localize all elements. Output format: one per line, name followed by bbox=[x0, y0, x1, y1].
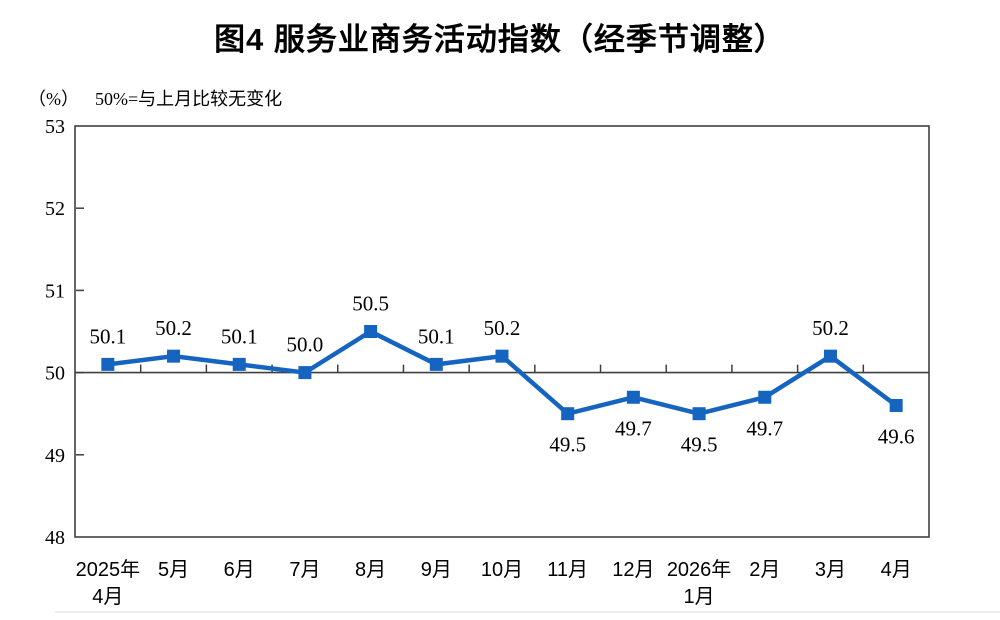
data-point-label: 50.2 bbox=[155, 316, 192, 340]
x-category-label: 9月 bbox=[421, 559, 452, 581]
chart-title: 图4 服务业商务活动指数（经季节调整） bbox=[214, 22, 786, 57]
data-point-label: 50.5 bbox=[352, 292, 389, 316]
x-category-label: 2025年 bbox=[76, 558, 141, 581]
data-marker bbox=[692, 407, 706, 421]
x-category-label: 12月 bbox=[612, 559, 654, 581]
data-point-label: 49.7 bbox=[615, 416, 652, 440]
data-marker bbox=[232, 357, 246, 371]
x-category-label: 2026年 bbox=[667, 558, 732, 581]
data-marker bbox=[167, 349, 181, 363]
y-tick-label: 53 bbox=[45, 116, 65, 138]
reference-note: 50%=与上月比较无变化 bbox=[95, 89, 283, 109]
data-point-label: 49.7 bbox=[746, 416, 783, 440]
data-marker bbox=[889, 398, 903, 412]
y-tick-label: 52 bbox=[45, 198, 65, 220]
x-category-label: 1月 bbox=[684, 586, 715, 608]
x-category-label: 7月 bbox=[289, 559, 320, 581]
x-category-label: 4月 bbox=[881, 559, 912, 581]
x-category-label: 6月 bbox=[224, 559, 255, 581]
unit-label: （%） bbox=[28, 89, 79, 109]
data-point-label: 50.0 bbox=[287, 333, 324, 357]
data-point-label: 49.5 bbox=[549, 433, 586, 457]
x-category-label: 4月 bbox=[92, 586, 123, 608]
y-tick-label: 48 bbox=[45, 527, 65, 549]
data-marker bbox=[495, 349, 509, 363]
data-marker bbox=[298, 366, 312, 380]
data-point-label: 49.6 bbox=[878, 424, 915, 448]
data-marker bbox=[561, 407, 575, 421]
y-tick-label: 49 bbox=[45, 445, 65, 467]
data-marker bbox=[101, 357, 115, 371]
axis-unit-row: （%） 50%=与上月比较无变化 bbox=[28, 85, 282, 111]
y-tick-label: 50 bbox=[45, 363, 65, 385]
data-marker bbox=[823, 349, 837, 363]
x-category-label: 10月 bbox=[481, 559, 523, 581]
x-category-label: 5月 bbox=[158, 559, 189, 581]
x-category-label: 2月 bbox=[749, 559, 780, 581]
data-point-label: 50.1 bbox=[418, 324, 455, 348]
data-point-label: 50.2 bbox=[484, 316, 521, 340]
data-marker bbox=[364, 325, 378, 338]
data-marker bbox=[429, 357, 443, 371]
data-point-label: 49.5 bbox=[681, 433, 718, 457]
data-point-label: 50.1 bbox=[221, 324, 258, 348]
x-category-label: 8月 bbox=[355, 559, 386, 581]
x-category-label: 3月 bbox=[815, 559, 846, 581]
y-tick-label: 51 bbox=[45, 280, 65, 302]
x-category-label: 11月 bbox=[547, 559, 588, 581]
data-point-label: 50.1 bbox=[89, 324, 126, 348]
data-marker bbox=[626, 390, 640, 404]
data-marker bbox=[758, 390, 772, 404]
data-point-label: 50.2 bbox=[812, 316, 849, 340]
plot-border bbox=[74, 125, 930, 538]
